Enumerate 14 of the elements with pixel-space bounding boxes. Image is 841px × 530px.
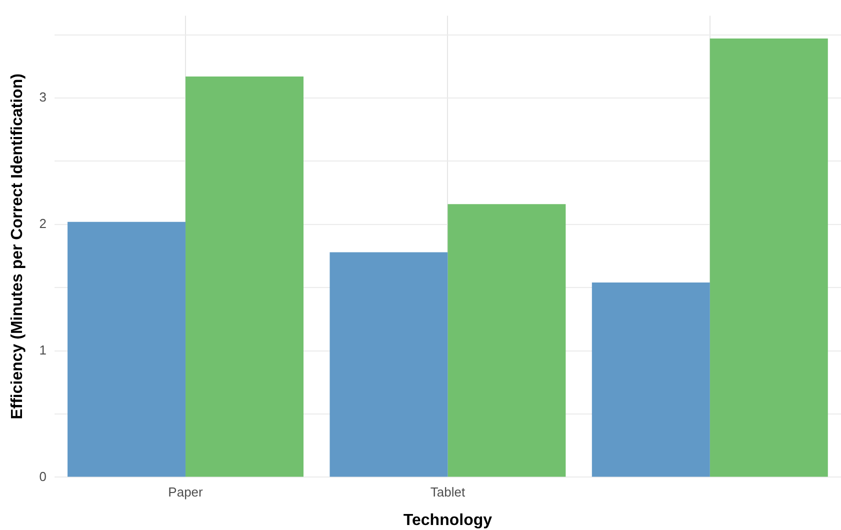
bar (186, 76, 304, 477)
bar (68, 222, 186, 477)
bar (448, 204, 566, 477)
x-axis-title: Technology (403, 512, 492, 529)
x-tick-label: Tablet (430, 484, 466, 500)
bar (710, 38, 828, 477)
y-tick-label: 1 (39, 342, 46, 358)
bar (592, 282, 710, 477)
bar (330, 252, 448, 477)
y-tick-label: 2 (39, 216, 46, 231)
y-tick-label: 0 (39, 468, 46, 484)
y-tick-label: 3 (39, 90, 46, 105)
y-axis-title: Efficiency (Minutes per Correct Identification) (9, 74, 26, 420)
x-tick-label: Paper (168, 484, 204, 500)
